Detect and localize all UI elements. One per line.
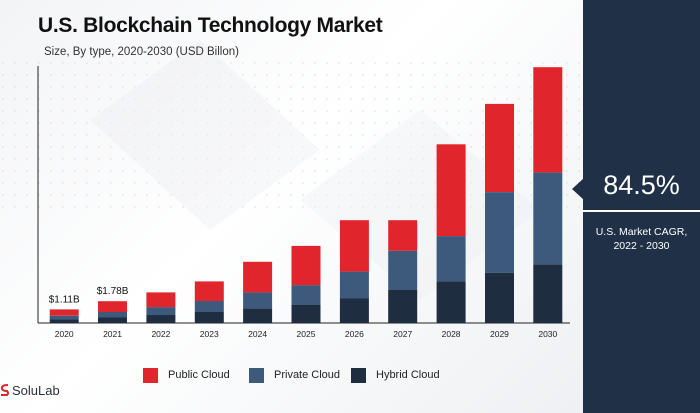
bar-hybrid-cloud-2023 (194, 312, 224, 323)
x-tick-label: 2023 (200, 329, 219, 339)
bar-private-cloud-2027 (388, 250, 418, 290)
bar-private-cloud-2020 (49, 315, 79, 320)
bar-hybrid-cloud-2020 (49, 319, 79, 323)
bar-private-cloud-2028 (436, 236, 466, 282)
bar-private-cloud-2026 (339, 271, 369, 299)
chart-title: U.S. Blockchain Technology Market (38, 14, 383, 37)
bar-hybrid-cloud-2026 (339, 298, 369, 323)
bar-hybrid-cloud-2021 (98, 317, 127, 323)
bar-public-cloud-2023 (194, 281, 224, 301)
legend-item-public-cloud: Public Cloud (143, 366, 230, 384)
bar-public-cloud-2025 (291, 245, 321, 286)
bar-private-cloud-2024 (243, 292, 273, 309)
data-label: $1.11B (49, 294, 80, 305)
x-tick-label: 2024 (248, 329, 267, 339)
bar-public-cloud-2028 (436, 144, 466, 237)
cagr-label: U.S. Market CAGR, 2022 - 2030 (595, 226, 688, 252)
bar-public-cloud-2021 (98, 301, 127, 312)
legend-label: Hybrid Cloud (376, 369, 440, 381)
bar-public-cloud-2027 (388, 220, 418, 251)
bar-hybrid-cloud-2024 (243, 308, 273, 323)
kpi-panel (583, 0, 700, 413)
bar-private-cloud-2029 (485, 192, 514, 273)
bar-hybrid-cloud-2022 (146, 315, 176, 323)
legend-swatch (351, 367, 366, 383)
x-tick-label: 2029 (490, 329, 509, 339)
legend-label: Public Cloud (168, 369, 230, 381)
legend-label: Private Cloud (274, 369, 341, 381)
data-label: $1.78B (97, 286, 129, 297)
bar-public-cloud-2026 (339, 220, 369, 272)
bar-private-cloud-2022 (146, 307, 176, 316)
bar-hybrid-cloud-2030 (533, 264, 563, 323)
bar-hybrid-cloud-2027 (388, 290, 418, 323)
cagr-value: 84.5% (603, 170, 680, 200)
bar-private-cloud-2023 (194, 301, 224, 312)
kpi-divider (583, 210, 700, 212)
panel-notch (572, 178, 584, 200)
x-tick-label: 2026 (345, 329, 364, 339)
bar-hybrid-cloud-2025 (291, 304, 321, 323)
x-tick-label: 2027 (393, 329, 412, 339)
brand-logo: SoluLab (0, 380, 60, 400)
chart-legend: Public Cloud Private Cloud Hybrid Cloud (0, 366, 583, 386)
legend-item-private-cloud: Private Cloud (249, 366, 340, 384)
x-tick-label: 2028 (442, 329, 461, 339)
solulab-logo-icon (0, 384, 9, 396)
legend-swatch (143, 367, 158, 383)
bar-public-cloud-2030 (533, 67, 563, 173)
x-tick-label: 2020 (55, 329, 74, 339)
legend-item-hybrid-cloud: Hybrid Cloud (351, 366, 440, 384)
x-tick-label: 2022 (151, 329, 170, 339)
x-tick-label: 2021 (103, 329, 122, 339)
bar-private-cloud-2030 (533, 172, 563, 265)
bar-public-cloud-2029 (485, 103, 514, 192)
bar-hybrid-cloud-2028 (436, 281, 466, 323)
x-tick-label: 2030 (538, 329, 557, 339)
bar-private-cloud-2025 (291, 285, 321, 305)
bar-hybrid-cloud-2029 (485, 272, 514, 323)
legend-swatch (249, 367, 264, 383)
chart-subtitle: Size, By type, 2020-2030 (USD Billon) (44, 46, 239, 58)
logo-text: SoluLab (12, 382, 60, 398)
bar-public-cloud-2020 (49, 309, 79, 316)
stacked-bar-chart: 2020 $1.11B 2021 $1.78B 2022 2023 2024 2025 2026… (37, 66, 570, 339)
x-tick-label: 2025 (297, 329, 316, 339)
bar-private-cloud-2021 (98, 312, 127, 318)
bar-public-cloud-2022 (146, 292, 176, 308)
bar-public-cloud-2024 (243, 261, 273, 293)
